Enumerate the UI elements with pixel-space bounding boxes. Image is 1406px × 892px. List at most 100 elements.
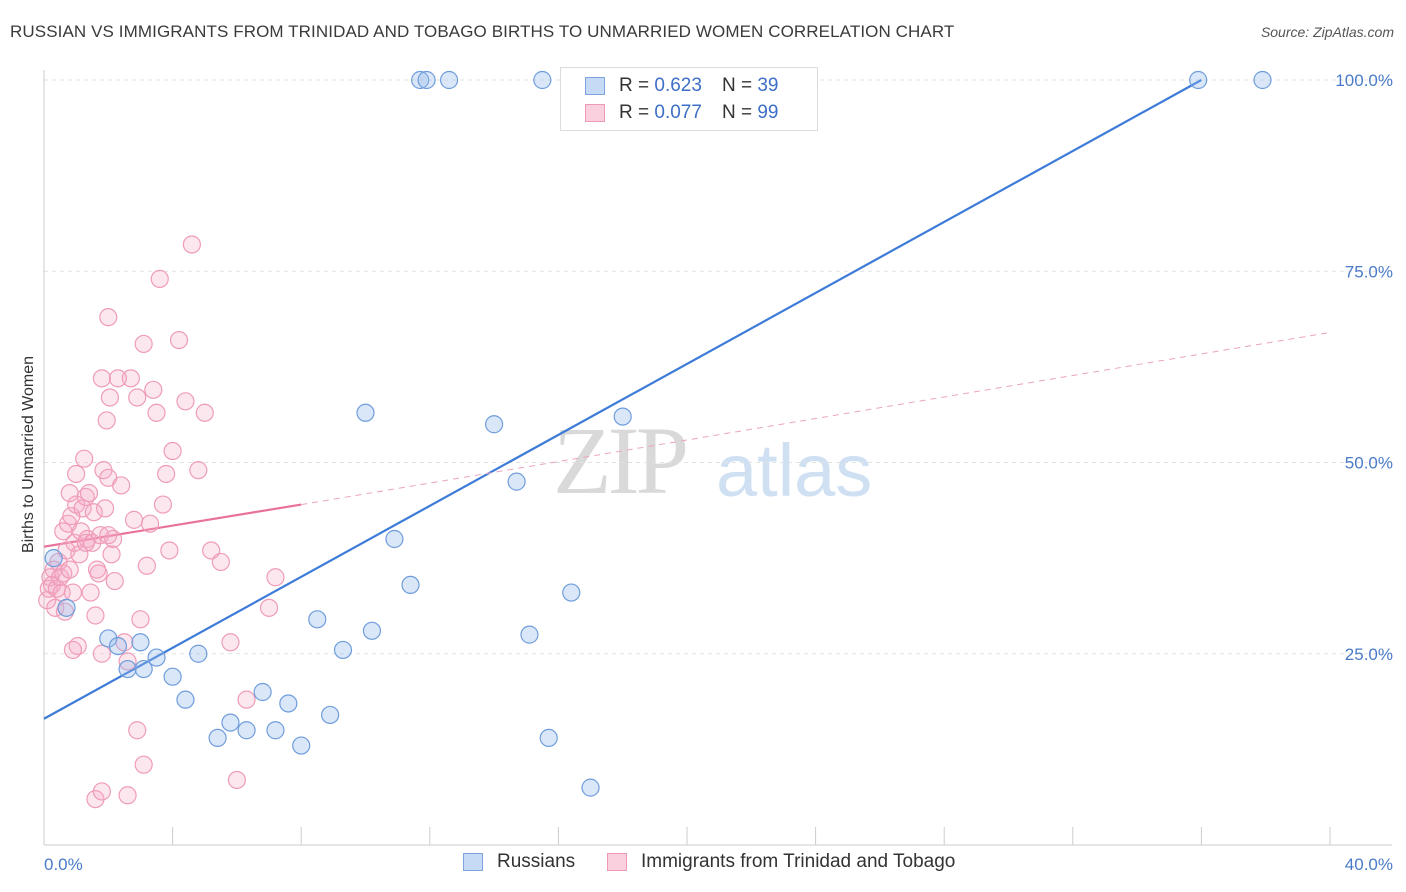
trinidad-point <box>73 499 92 518</box>
trinidad-point <box>128 721 147 740</box>
trinidad-point <box>99 526 118 545</box>
russians-point <box>333 640 353 660</box>
y-tick-label: 75.0% <box>1345 262 1393 281</box>
russians-point <box>411 70 430 90</box>
russians-point <box>176 690 195 709</box>
russians-swatch <box>463 853 483 871</box>
russians-point <box>44 549 63 568</box>
trend-lines <box>43 79 1331 720</box>
russians-point <box>147 648 166 667</box>
legend-item-russians: Russians <box>463 851 575 873</box>
russians-point <box>57 598 76 617</box>
grid-lines <box>44 79 1392 655</box>
russians-point <box>439 70 459 90</box>
trinidad-point <box>118 652 137 671</box>
trinidad-point <box>99 308 118 327</box>
trinidad-point <box>92 369 111 388</box>
russians-point <box>253 682 272 702</box>
watermark-atlas: atlas <box>716 429 873 512</box>
russians-point <box>292 736 311 755</box>
trinidad-point <box>92 782 111 801</box>
trinidad-point <box>121 369 140 388</box>
trinidad-point <box>75 449 94 468</box>
trinidad-point <box>150 269 169 288</box>
russians-point <box>1189 70 1208 90</box>
n-label: N = <box>721 102 753 123</box>
trinidad-point <box>105 571 124 591</box>
trinidad-point <box>112 476 131 495</box>
trinidad-point <box>67 464 86 484</box>
russians-point <box>208 728 227 748</box>
trinidad-point <box>124 510 144 529</box>
trinidad-swatch <box>585 104 605 122</box>
trinidad-point <box>160 541 179 560</box>
russians-point <box>562 583 581 602</box>
tick-labels: 25.0% 50.0% 75.0% 100.0% 0.0% 40.0% Births to … <box>20 71 1393 874</box>
russians-swatch <box>585 77 605 95</box>
trinidad-point <box>182 235 201 254</box>
r-value: 0.623 <box>654 75 702 96</box>
x-tick-label: 40.0% <box>1345 855 1393 874</box>
chart-source: Source: ZipAtlas.com <box>1260 24 1394 40</box>
trinidad-point <box>63 583 83 602</box>
trinidad-point <box>189 461 208 480</box>
legend-row-russians: R = 0.623 N = 39 <box>585 74 778 98</box>
trinidad-point <box>118 786 137 805</box>
correlation-legend: R = 0.623 N = 39 R = 0.077 N = 99 <box>560 67 818 131</box>
legend-label-russians: Russians <box>497 851 576 872</box>
russians-point <box>189 644 208 663</box>
trinidad-point <box>140 514 160 533</box>
trinidad-point <box>70 545 89 564</box>
x-tick-label: 0.0% <box>44 855 83 874</box>
russians-point <box>134 659 153 679</box>
russians-point <box>221 713 240 732</box>
r-label: R = <box>619 102 650 123</box>
russians-point <box>539 728 558 748</box>
trinidad-point <box>108 369 128 388</box>
russians-point <box>401 575 420 595</box>
trinidad-point <box>100 388 120 407</box>
trinidad-point <box>137 556 156 575</box>
trinidad-point <box>134 334 153 354</box>
trinidad-point <box>227 770 246 790</box>
russians-point <box>385 529 404 549</box>
r-label: R = <box>619 75 650 96</box>
trinidad-point <box>79 484 99 503</box>
russians-point <box>507 472 526 491</box>
russians-point <box>308 610 327 629</box>
axes <box>43 70 1392 846</box>
trinidad-point <box>157 464 176 484</box>
trinidad-point <box>153 495 173 514</box>
trinidad-point <box>237 690 256 709</box>
russians-point <box>581 778 600 797</box>
trinidad-point <box>84 503 103 522</box>
trinidad-point <box>102 545 121 564</box>
russians-point <box>118 659 137 679</box>
russians-point <box>362 621 382 640</box>
y-tick-label: 100.0% <box>1335 71 1393 90</box>
trinidad-swatch <box>607 853 627 871</box>
trinidad-trend-extension <box>301 331 1331 506</box>
russians-point <box>356 403 375 422</box>
y-tick-label: 50.0% <box>1345 454 1393 473</box>
russians-point <box>613 407 632 426</box>
russians-point <box>321 705 340 725</box>
trinidad-point <box>195 403 214 422</box>
trinidad-point <box>60 560 79 579</box>
trinidad-point <box>95 499 115 518</box>
legend-label-trinidad: Immigrants from Trinidad and Tobago <box>641 851 956 872</box>
russians-point <box>108 636 128 656</box>
series-legend: Russians Immigrants from Trinidad and To… <box>0 851 1406 877</box>
trinidad-point <box>211 552 230 572</box>
trinidad-point <box>97 411 116 430</box>
trinidad-point <box>144 380 163 399</box>
n-label: N = <box>721 75 753 96</box>
russians-point <box>485 415 504 434</box>
trinidad-point <box>128 388 147 407</box>
trinidad-point <box>86 606 105 625</box>
trinidad-point <box>81 583 100 602</box>
trinidad-point <box>76 533 95 552</box>
legend-item-trinidad: Immigrants from Trinidad and Tobago <box>607 851 955 873</box>
trinidad-point <box>131 610 150 629</box>
n-value: 39 <box>757 75 779 96</box>
